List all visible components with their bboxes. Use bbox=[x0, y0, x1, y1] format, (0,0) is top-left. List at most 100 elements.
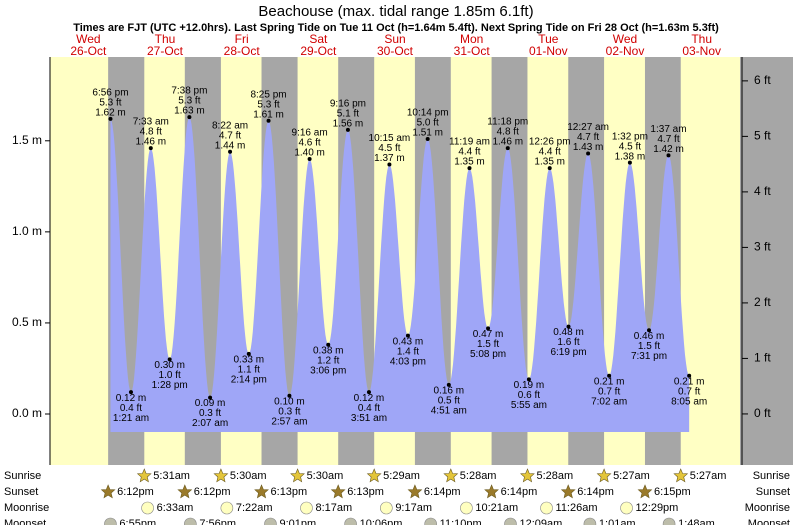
sunset-icon bbox=[484, 484, 499, 499]
day-name: Thu bbox=[691, 32, 712, 46]
moonset-icon bbox=[583, 517, 597, 525]
row-label: Sunrise bbox=[753, 470, 790, 482]
day-date: 28-Oct bbox=[224, 44, 261, 58]
moonset-icon bbox=[662, 517, 676, 525]
day-date: 01-Nov bbox=[529, 44, 568, 58]
sunset-icon bbox=[637, 484, 653, 499]
tide-point bbox=[167, 357, 172, 362]
moonrise-icon bbox=[620, 501, 633, 515]
tide-label: 8:22 am bbox=[212, 120, 248, 131]
tide-label: 0.47 m bbox=[473, 329, 504, 340]
tide-label: 0.12 m bbox=[354, 393, 385, 404]
day-name: Thu bbox=[155, 32, 176, 46]
moonrise-time: 8:17am bbox=[315, 502, 352, 514]
sunrise-time: 5:28am bbox=[460, 470, 497, 482]
row-label: Moonrise bbox=[745, 502, 790, 514]
moonset-time: 1:48am bbox=[678, 518, 715, 525]
tide-label: 1.35 m bbox=[534, 157, 565, 168]
tide-label: 5.3 ft bbox=[99, 98, 121, 109]
tide-label: 1.35 m bbox=[454, 157, 485, 168]
tide-label: 5:55 am bbox=[511, 400, 547, 411]
tide-label: 0.30 m bbox=[154, 360, 185, 371]
tide-label: 8:25 pm bbox=[250, 89, 286, 100]
tide-label: 7:31 pm bbox=[631, 351, 667, 362]
day-name: Sun bbox=[384, 32, 405, 46]
tide-point bbox=[467, 166, 472, 171]
tide-point bbox=[505, 146, 510, 151]
y2-tick-label: 6 ft bbox=[754, 73, 771, 87]
tide-label: 1.5 ft bbox=[477, 339, 499, 350]
row-label: Moonset bbox=[4, 518, 46, 525]
sunrise-time: 5:27am bbox=[613, 470, 650, 482]
right-panel bbox=[740, 57, 793, 465]
tide-label: 2:14 pm bbox=[231, 375, 267, 386]
row-label: Sunrise bbox=[4, 470, 41, 482]
tide-point bbox=[345, 127, 350, 132]
tide-label: 0.3 ft bbox=[199, 408, 221, 419]
tide-label: 1.5 ft bbox=[638, 341, 660, 352]
tide-label: 1.1 ft bbox=[238, 365, 260, 376]
tide-label: 7:38 pm bbox=[171, 86, 207, 97]
day-name: Wed bbox=[76, 32, 100, 46]
tide-label: 8:05 am bbox=[671, 396, 707, 407]
tide-point bbox=[586, 151, 591, 156]
chart-title: Beachouse (max. tidal range 1.85m 6.1ft) bbox=[258, 3, 533, 20]
day-name: Mon bbox=[460, 32, 483, 46]
tide-label: 0.7 ft bbox=[598, 386, 620, 397]
tide-label: 0.4 ft bbox=[358, 403, 380, 414]
tide-point bbox=[148, 146, 153, 151]
tide-label: 6:56 pm bbox=[92, 88, 128, 99]
tide-label: 10:15 am bbox=[369, 133, 411, 144]
day-date: 31-Oct bbox=[454, 44, 491, 58]
sunrise-icon bbox=[673, 468, 689, 483]
tide-label: 4.5 ft bbox=[619, 141, 641, 152]
sunrise-icon bbox=[136, 468, 152, 483]
tide-label: 0.33 m bbox=[234, 355, 265, 366]
moonset-icon bbox=[184, 517, 197, 525]
tide-point bbox=[266, 118, 271, 123]
day-date: 03-Nov bbox=[682, 44, 721, 58]
tide-label: 1.46 m bbox=[492, 137, 523, 148]
tide-label: 0.16 m bbox=[434, 385, 465, 396]
sunset-icon bbox=[560, 484, 576, 499]
sunset-icon bbox=[330, 484, 346, 499]
moonset-icon bbox=[424, 517, 437, 525]
tide-label: 1.40 m bbox=[294, 148, 325, 159]
y2-tick-label: 1 ft bbox=[754, 351, 771, 365]
tide-point bbox=[387, 162, 392, 167]
day-name: Wed bbox=[613, 32, 637, 46]
tide-label: 2:57 am bbox=[271, 416, 307, 427]
sunrise-time: 5:28am bbox=[536, 470, 573, 482]
sunset-time: 6:13pm bbox=[271, 486, 308, 498]
tide-label: 4.7 ft bbox=[657, 134, 679, 145]
tide-label: 4.5 ft bbox=[378, 143, 400, 154]
tide-label: 1.51 m bbox=[412, 128, 443, 139]
tide-label: 0.4 ft bbox=[120, 403, 142, 414]
y-tick-label: 1.5 m bbox=[12, 133, 42, 147]
tide-label: 1.56 m bbox=[333, 118, 364, 129]
sunrise-time: 5:30am bbox=[230, 470, 267, 482]
moonrise-icon bbox=[220, 501, 234, 515]
tide-label: 4.8 ft bbox=[140, 127, 162, 138]
tide-point bbox=[425, 136, 430, 141]
sunset-icon bbox=[100, 484, 116, 499]
y-tick-label: 1.0 m bbox=[12, 224, 42, 238]
tide-point bbox=[326, 342, 331, 347]
tide-label: 0.46 m bbox=[634, 331, 665, 342]
tide-label: 5.0 ft bbox=[417, 118, 439, 129]
sunrise-time: 5:27am bbox=[690, 470, 727, 482]
tide-label: 0.38 m bbox=[313, 345, 344, 356]
y2-tick-label: 2 ft bbox=[754, 295, 771, 309]
tide-label: 4.4 ft bbox=[539, 147, 561, 158]
tide-label: 1.44 m bbox=[215, 140, 246, 151]
moonset-icon bbox=[264, 517, 277, 525]
y2-tick-label: 3 ft bbox=[754, 240, 771, 254]
tide-point bbox=[208, 395, 213, 400]
tide-label: 1.37 m bbox=[374, 153, 405, 164]
row-label: Moonset bbox=[748, 518, 790, 525]
moonrise-time: 12:29pm bbox=[636, 502, 679, 514]
moonset-time: 11:10pm bbox=[440, 518, 482, 525]
tide-label: 4:03 pm bbox=[390, 356, 426, 367]
sunrise-icon bbox=[596, 468, 612, 483]
